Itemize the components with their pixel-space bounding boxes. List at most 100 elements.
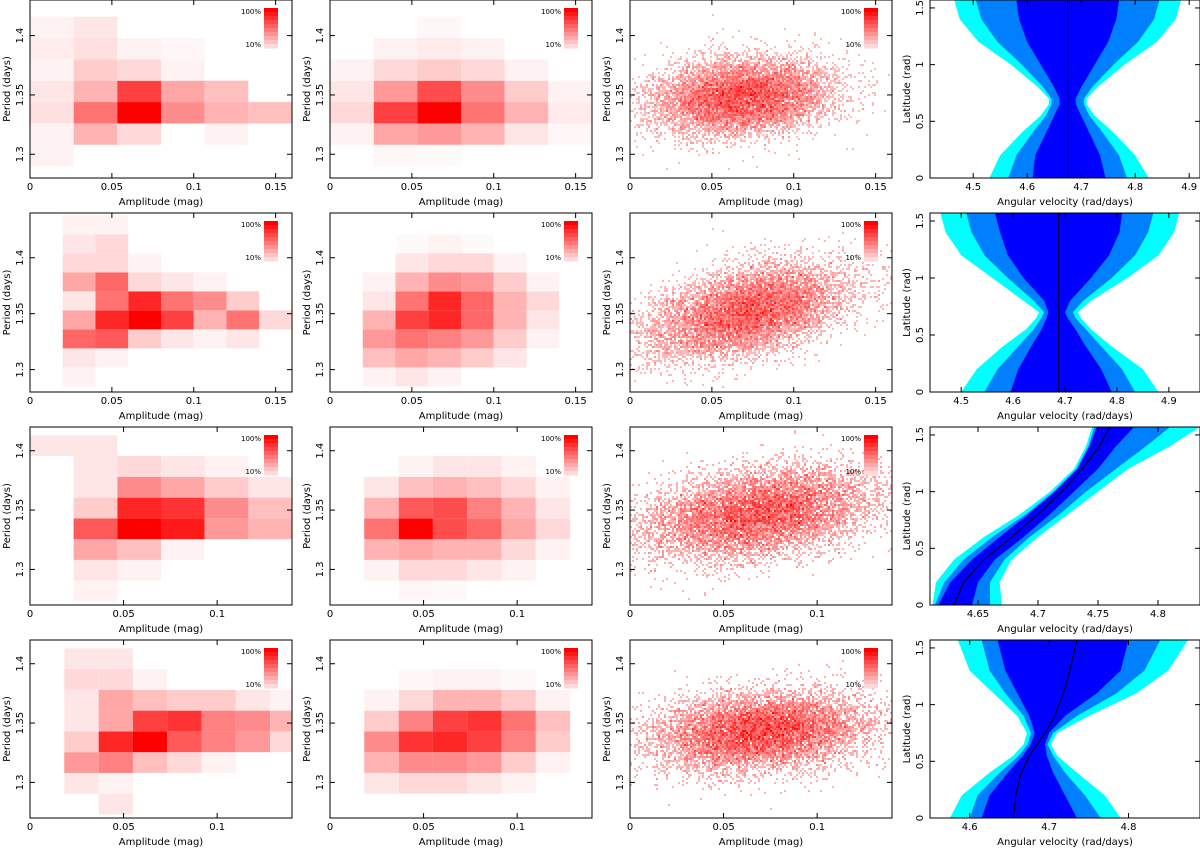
heatmap-cell <box>428 272 461 292</box>
density-pixel <box>690 128 692 130</box>
density-pixel <box>710 332 712 334</box>
density-pixel <box>630 110 632 112</box>
density-pixel <box>732 72 734 74</box>
heatmap-cell <box>62 367 96 387</box>
density-pixel <box>736 70 738 72</box>
density-pixel <box>656 88 658 90</box>
density-pixel <box>748 80 750 82</box>
density-pixel <box>802 48 804 50</box>
density-pixel <box>826 90 828 92</box>
density-pixel <box>708 134 710 136</box>
density-pixel <box>762 130 764 132</box>
density-pixel <box>710 60 712 62</box>
density-pixel <box>826 316 828 318</box>
density-pixel <box>750 308 752 310</box>
density-pixel <box>788 104 790 106</box>
density-pixel <box>764 322 766 324</box>
density-pixel <box>706 82 708 84</box>
density-pixel <box>790 350 792 352</box>
density-pixel <box>706 308 708 310</box>
density-pixel <box>674 124 676 126</box>
density-pixel <box>728 114 730 116</box>
density-pixel <box>792 108 794 110</box>
density-pixel <box>816 336 818 338</box>
density-pixel <box>738 94 740 96</box>
density-pixel <box>714 88 716 90</box>
density-pixel <box>782 116 784 118</box>
density-pixel <box>710 330 712 332</box>
density-pixel <box>688 128 690 130</box>
density-pixel <box>792 80 794 82</box>
density-pixel <box>678 106 680 108</box>
density-pixel <box>778 330 780 332</box>
density-pixel <box>678 108 680 110</box>
density-pixel <box>812 138 814 140</box>
density-pixel <box>682 94 684 96</box>
density-pixel <box>816 316 818 318</box>
density-pixel <box>700 116 702 118</box>
heatmap-cell <box>30 102 74 124</box>
density-pixel <box>810 296 812 298</box>
density-pixel <box>680 310 682 312</box>
density-pixel <box>708 332 710 334</box>
density-pixel <box>746 300 748 302</box>
density-pixel <box>692 68 694 70</box>
density-pixel <box>768 108 770 110</box>
density-pixel <box>784 292 786 294</box>
density-pixel <box>762 120 764 122</box>
density-pixel <box>758 316 760 318</box>
density-pixel <box>666 82 668 84</box>
density-pixel <box>796 308 798 310</box>
density-pixel <box>814 304 816 306</box>
density-pixel <box>720 98 722 100</box>
density-pixel <box>682 344 684 346</box>
density-pixel <box>680 72 682 74</box>
density-pixel <box>774 92 776 94</box>
density-pixel <box>634 82 636 84</box>
density-pixel <box>802 124 804 126</box>
density-pixel <box>750 302 752 304</box>
density-pixel <box>714 130 716 132</box>
density-pixel <box>738 86 740 88</box>
density-pixel <box>720 310 722 312</box>
density-pixel <box>756 78 758 80</box>
density-pixel <box>794 110 796 112</box>
density-pixel <box>690 72 692 74</box>
heatmap-cell <box>461 253 494 273</box>
density-pixel <box>668 298 670 300</box>
density-pixel <box>744 106 746 108</box>
density-pixel <box>644 96 646 98</box>
density-pixel <box>688 316 690 318</box>
density-pixel <box>722 106 724 108</box>
density-pixel <box>670 56 672 58</box>
density-pixel <box>778 312 780 314</box>
density-pixel <box>792 118 794 120</box>
density-pixel <box>748 84 750 86</box>
density-pixel <box>804 280 806 282</box>
density-pixel <box>772 112 774 114</box>
density-pixel <box>850 300 852 302</box>
density-pixel <box>776 108 778 110</box>
density-pixel <box>742 300 744 302</box>
density-pixel <box>834 80 836 82</box>
density-pixel <box>720 324 722 326</box>
density-pixel <box>714 92 716 94</box>
density-pixel <box>702 58 704 60</box>
density-pixel <box>728 104 730 106</box>
density-pixel <box>752 80 754 82</box>
density-pixel <box>828 308 830 310</box>
density-pixel <box>650 284 652 286</box>
density-pixel <box>642 94 644 96</box>
density-pixel <box>704 358 706 360</box>
density-pixel <box>762 322 764 324</box>
density-pixel <box>702 342 704 344</box>
density-pixel <box>644 358 646 360</box>
density-pixel <box>812 294 814 296</box>
density-pixel <box>806 70 808 72</box>
density-pixel <box>708 324 710 326</box>
y-tick-label: 1.3 <box>15 146 26 162</box>
axes-frame <box>29 0 293 179</box>
density-pixel <box>700 114 702 116</box>
heatmap-cell <box>493 253 527 273</box>
density-pixel <box>820 38 822 40</box>
